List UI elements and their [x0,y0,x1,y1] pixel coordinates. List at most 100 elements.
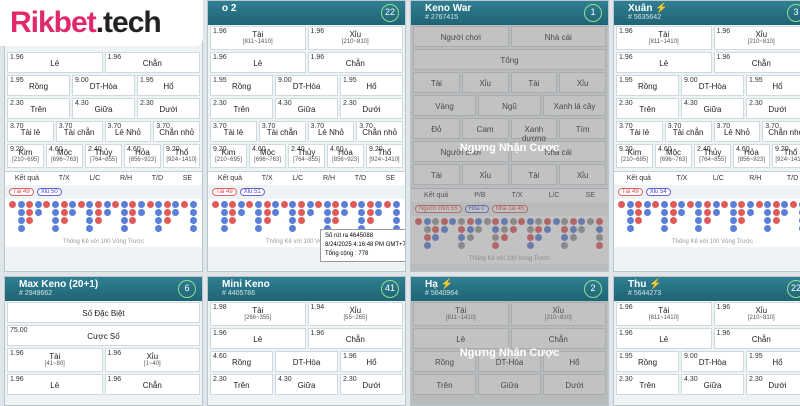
tab[interactable]: T/D [152,175,163,182]
tab[interactable]: Kết quả [627,175,651,182]
tab[interactable]: T/X [59,175,70,182]
tab[interactable]: L/C [292,175,303,182]
tab[interactable]: Kết quả [15,175,39,182]
bet-option[interactable]: Số Đặc Biệt [7,302,200,323]
tab[interactable]: L/C [89,175,100,182]
tab[interactable]: T/X [676,175,687,182]
tab[interactable]: T/D [355,175,366,182]
tab[interactable]: SE [386,175,395,182]
tab[interactable]: T/X [262,175,273,182]
bet-range: [1~40] [106,361,200,367]
result-dot [332,201,339,208]
tab[interactable]: T/D [787,175,798,182]
tab[interactable]: SE [183,175,192,182]
tab[interactable]: R/H [323,175,335,182]
tab[interactable]: R/H [120,175,132,182]
tab[interactable]: Kết quả [218,175,242,182]
tab[interactable]: R/H [749,175,761,182]
bet-option[interactable]: DT-Hòa [275,351,338,372]
tab[interactable]: L/C [713,175,724,182]
